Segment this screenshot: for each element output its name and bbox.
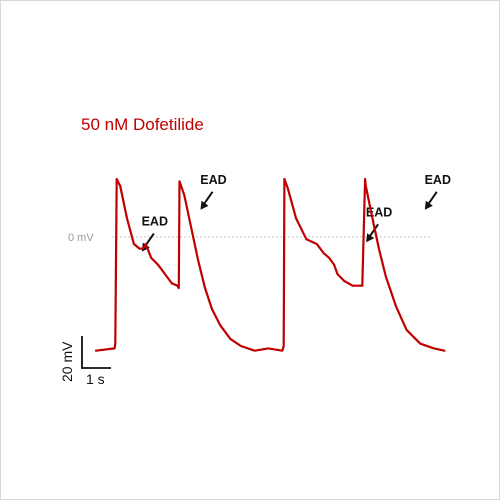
ead-arrow-shaft: [202, 191, 214, 206]
ead-label: EAD: [425, 173, 451, 187]
ead-label: EAD: [142, 215, 168, 229]
ead-arrow-shaft: [368, 223, 379, 238]
ead-label: EAD: [200, 173, 226, 187]
ead-arrow-head: [424, 200, 433, 210]
time-scale-label: 1 s: [86, 371, 105, 387]
ead-arrow-head: [366, 233, 375, 243]
ead-arrow-head: [200, 200, 209, 210]
chart-title: 50 nM Dofetilide: [81, 115, 204, 134]
voltage-scale-label: 20 mV: [59, 341, 75, 382]
ead-annotation-2: EAD: [200, 173, 227, 210]
action-potential-trace: [94, 177, 446, 352]
ead-annotation-4: EAD: [425, 173, 451, 210]
zero-mv-label: 0 mV: [68, 232, 94, 244]
ead-arrow-shaft: [426, 191, 438, 206]
scale-bar: 20 mV 1 s: [59, 336, 111, 387]
